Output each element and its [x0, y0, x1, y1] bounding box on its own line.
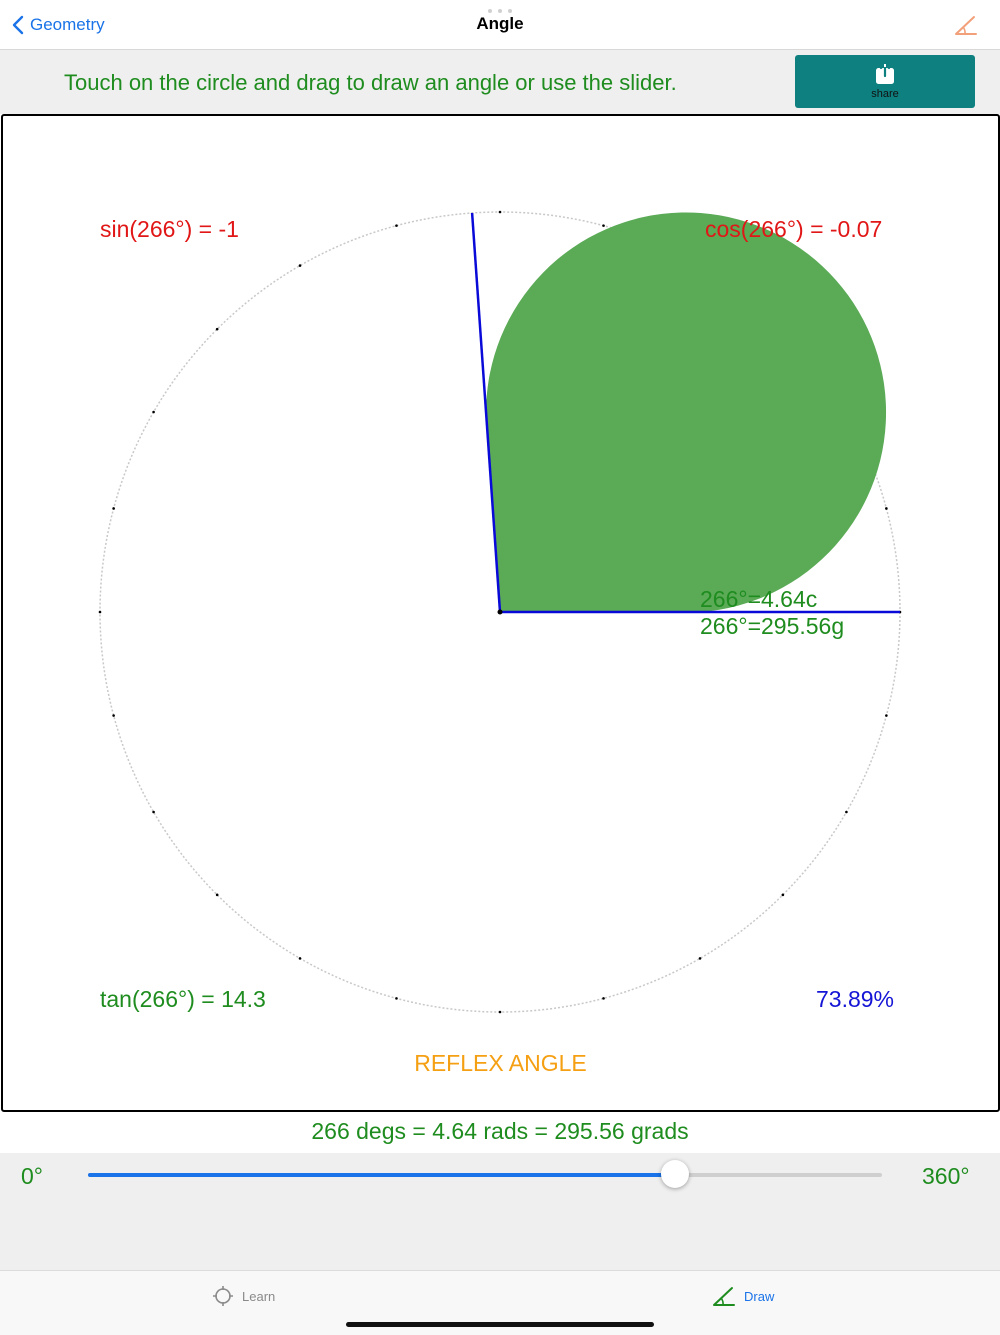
- share-button[interactable]: share: [795, 55, 975, 108]
- conversion-summary: 266 degs = 4.64 rads = 295.56 grads: [311, 1118, 689, 1144]
- slider-area: 0° 360°: [0, 1153, 1000, 1270]
- angle-sector: [486, 212, 887, 612]
- chevron-left-icon: [12, 15, 24, 35]
- home-indicator[interactable]: [346, 1322, 654, 1327]
- slider-thumb[interactable]: [660, 1160, 689, 1188]
- tick-mark: [112, 714, 115, 717]
- tick-mark: [215, 893, 219, 897]
- tick-mark: [298, 957, 302, 960]
- tick-mark: [885, 714, 888, 717]
- angle-type-label: REFLEX ANGLE: [414, 1050, 587, 1076]
- tick-mark: [498, 210, 502, 214]
- tick-mark: [498, 1010, 502, 1014]
- tick-mark: [781, 893, 785, 897]
- instruction-text: Touch on the circle and drag to draw an …: [64, 70, 677, 95]
- navigation-bar: Geometry Angle: [0, 0, 1000, 50]
- back-button[interactable]: Geometry: [12, 12, 105, 38]
- sin-readout: sin(266°) = -1: [100, 216, 239, 242]
- tab-draw-label: Draw: [744, 1288, 775, 1304]
- tick-mark: [845, 810, 848, 814]
- slider-max-label: 360°: [922, 1163, 970, 1189]
- angle-slider[interactable]: [88, 1160, 882, 1188]
- radians-readout: 266°=4.64c: [700, 586, 818, 612]
- percent-readout: 73.89%: [816, 986, 895, 1012]
- angle-icon: [713, 1287, 735, 1306]
- tab-draw[interactable]: Draw: [712, 1285, 774, 1307]
- tick-mark: [152, 810, 155, 814]
- tick-mark: [602, 224, 605, 227]
- tick-mark: [298, 264, 302, 267]
- share-label: share: [871, 88, 899, 100]
- multitasking-grabber[interactable]: [488, 9, 512, 13]
- angle-canvas[interactable]: sin(266°) = -1 cos(266°) = -0.07 266°=4.…: [1, 114, 1000, 1112]
- terminal-arm[interactable]: [470, 212, 502, 613]
- tan-readout: tan(266°) = 14.3: [100, 986, 266, 1012]
- center-point: [497, 609, 503, 615]
- tick-mark: [602, 997, 605, 1000]
- tick-mark: [98, 610, 102, 614]
- tab-learn[interactable]: Learn: [212, 1285, 275, 1307]
- back-label: Geometry: [30, 15, 105, 34]
- slider-min-label: 0°: [21, 1163, 43, 1189]
- tick-mark: [215, 327, 219, 331]
- degree-ticks: [98, 210, 902, 1014]
- tick-mark: [152, 410, 155, 414]
- tab-learn-label: Learn: [242, 1288, 276, 1304]
- cos-readout: cos(266°) = -0.07: [705, 216, 883, 242]
- instruction-bar: Touch on the circle and drag to draw an …: [0, 50, 1000, 114]
- share-icon: [876, 63, 894, 84]
- tick-mark: [885, 507, 888, 510]
- tick-mark: [395, 224, 398, 227]
- crosshair-icon: [213, 1286, 233, 1306]
- tick-mark: [395, 997, 398, 1000]
- page-title: Angle: [476, 14, 524, 33]
- slider-fill: [88, 1173, 675, 1177]
- angle-icon[interactable]: [954, 14, 978, 36]
- tick-mark: [698, 957, 702, 960]
- grads-readout: 266°=295.56g: [700, 613, 845, 639]
- tick-mark: [112, 507, 115, 510]
